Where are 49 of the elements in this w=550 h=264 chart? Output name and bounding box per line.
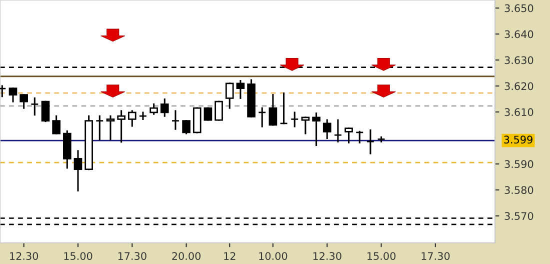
candlestick (290, 112, 299, 128)
y-tick-label: 3.580 (504, 186, 534, 194)
x-tick-label: 17.30 (422, 252, 450, 260)
candlestick (214, 100, 223, 121)
candlestick (20, 94, 28, 109)
y-tick-label: 3.640 (504, 30, 534, 38)
x-tick-label: 12.30 (313, 252, 342, 260)
candlestick (322, 119, 332, 139)
candlestick (74, 150, 82, 192)
y-tick-label: 3.570 (504, 212, 534, 220)
y-tick-label: 3.590 (504, 160, 534, 168)
x-tick-label: 12 (224, 252, 236, 260)
x-tick-label: 12.30 (10, 252, 38, 260)
y-tick-label: 3.620 (504, 82, 534, 90)
candlestick (366, 129, 375, 154)
candlestick (8, 88, 18, 102)
candlestick (117, 110, 126, 143)
candlestick (344, 128, 353, 144)
candlestick (41, 100, 50, 122)
candlestick (225, 82, 234, 109)
candlestick (258, 107, 266, 128)
ref-line-label: 3.599 (504, 136, 532, 144)
candlestick (355, 130, 364, 144)
candlestick (150, 103, 158, 115)
x-tick-label: 10.00 (259, 252, 288, 260)
candlestick (268, 94, 278, 126)
y-tick-label: 3.610 (504, 108, 534, 116)
candlestick (138, 112, 148, 120)
x-tick-label: 15.00 (64, 252, 92, 260)
candlestick (106, 115, 115, 140)
candlestick (236, 80, 245, 99)
x-tick-label: 15.00 (368, 252, 396, 260)
x-tick-label: 17.30 (118, 252, 146, 260)
candlestick (280, 92, 288, 124)
x-tick-label: 20.00 (172, 252, 201, 260)
candlestick (312, 112, 320, 146)
candlestick (204, 107, 212, 121)
candlestick (182, 120, 190, 134)
candlestick (334, 119, 342, 142)
candlestick (128, 110, 136, 127)
y-tick-label: 3.650 (504, 4, 534, 12)
candlestick (171, 110, 180, 130)
y-tick-label: 3.630 (504, 56, 534, 64)
candlestick (52, 115, 60, 134)
candlestick (30, 97, 39, 116)
candlestick (377, 136, 386, 142)
candlestick (95, 115, 104, 140)
candlestick (301, 116, 310, 134)
candlestick (160, 98, 169, 117)
